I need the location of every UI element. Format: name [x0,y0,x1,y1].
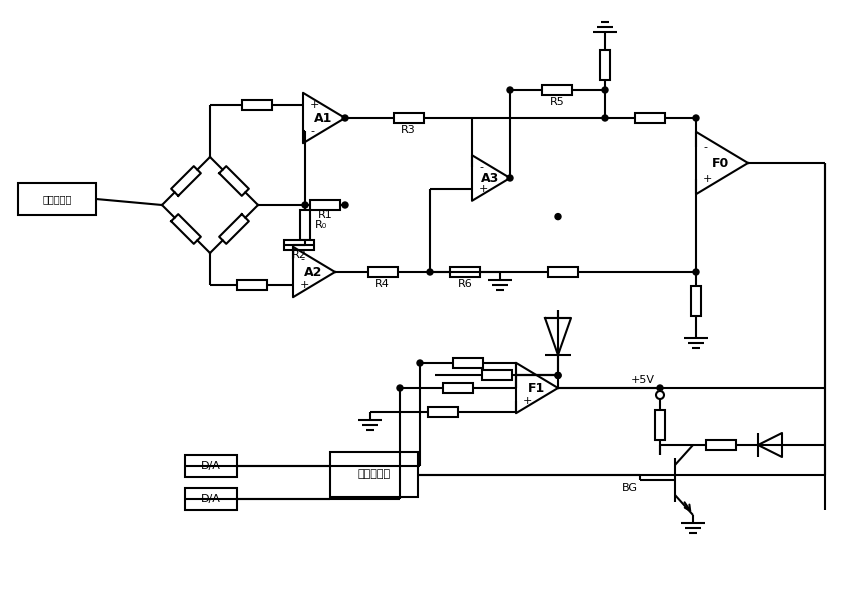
Bar [635,113,665,123]
Text: -: - [703,143,707,152]
Bar [185,455,237,477]
Text: 微型计算机: 微型计算机 [358,469,390,480]
Circle shape [693,115,699,121]
Circle shape [417,360,423,366]
Bar [241,101,271,110]
Circle shape [427,269,433,275]
Bar [450,267,480,277]
Text: -: - [310,126,314,136]
Bar [300,210,310,240]
Text: BG: BG [622,483,638,493]
Circle shape [693,269,699,275]
Bar [185,488,237,510]
Text: +5V: +5V [631,375,655,385]
Bar [600,50,610,80]
Text: D/A: D/A [201,494,221,504]
Circle shape [602,115,608,121]
Bar [18,183,96,215]
Bar [310,200,340,210]
Text: 称重传感器: 称重传感器 [42,194,72,204]
Text: +: + [523,395,532,406]
Circle shape [507,175,513,181]
Circle shape [555,214,561,220]
Bar [548,267,578,277]
Text: A3: A3 [481,172,499,185]
Text: R6: R6 [458,279,473,289]
Text: R₀: R₀ [315,220,327,230]
Text: A2: A2 [304,265,323,278]
Text: F1: F1 [527,381,544,394]
Bar [367,267,397,277]
Text: +: + [310,101,319,110]
Text: -: - [300,255,304,265]
Circle shape [555,372,561,378]
Text: R5: R5 [550,97,565,107]
Bar [481,371,512,381]
Text: D/A: D/A [201,461,221,471]
Text: R1: R1 [318,210,332,220]
Text: R2: R2 [292,250,306,260]
Text: +: + [479,184,489,194]
Bar [284,240,314,250]
Circle shape [555,372,561,378]
Text: R4: R4 [375,279,390,289]
Text: -: - [523,371,527,381]
Circle shape [342,115,348,121]
Circle shape [302,202,308,208]
Bar [236,279,266,289]
Bar [543,85,573,95]
Circle shape [397,385,403,391]
Circle shape [656,391,664,399]
Bar [443,383,473,393]
Circle shape [342,202,348,208]
Circle shape [657,385,663,391]
Bar [394,113,424,123]
Bar [655,410,665,440]
Text: +: + [300,279,309,289]
Circle shape [602,87,608,93]
Bar [330,452,418,497]
Text: -: - [479,162,483,172]
Circle shape [302,242,308,248]
Bar [428,407,458,417]
Bar [706,440,736,450]
Circle shape [507,87,513,93]
Bar [691,286,701,316]
Bar [453,358,483,368]
Text: +: + [703,173,712,184]
Text: A1: A1 [314,111,332,124]
Text: F0: F0 [712,156,729,169]
Text: R3: R3 [401,125,416,135]
